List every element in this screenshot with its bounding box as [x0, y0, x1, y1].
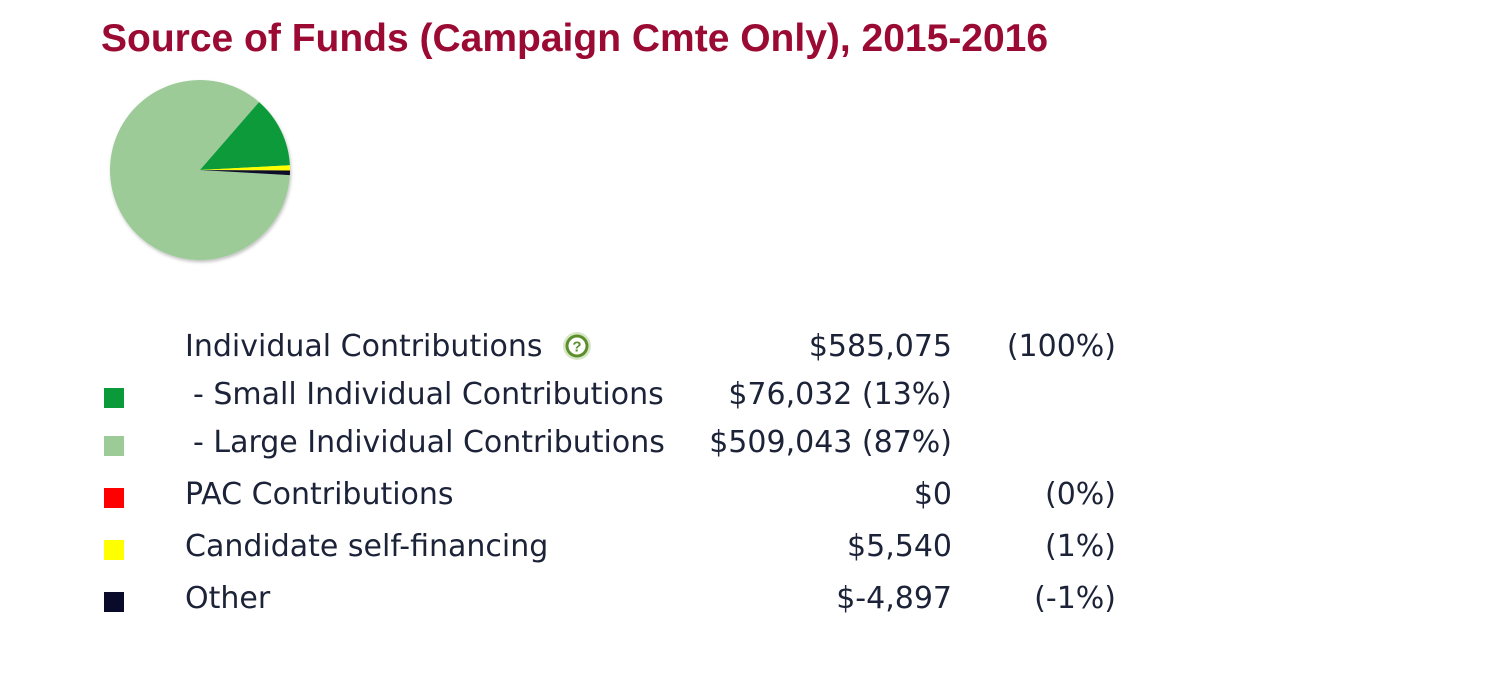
- question-circle-icon[interactable]: ?: [562, 331, 592, 361]
- legend-row-self-financing: Candidate self-financing $5,540 (1%): [0, 527, 1200, 567]
- legend-label: Other: [185, 581, 271, 616]
- legend-row-pac: PAC Contributions $0 (0%): [0, 475, 1200, 515]
- legend-percent: (0%): [1044, 477, 1116, 512]
- legend-row-large-individual: - Large Individual Contributions $509,04…: [0, 423, 1200, 463]
- legend-amount: $5,540: [847, 529, 952, 564]
- pie-slice-candidate-self-financing: [200, 165, 290, 171]
- pie-slice-small-individual-contributions: [200, 102, 290, 170]
- pie-svg: [110, 80, 290, 261]
- legend-percent: (-1%): [1034, 581, 1116, 616]
- legend-row-other: Other $-4,897 (-1%): [0, 579, 1200, 619]
- legend-swatch: [104, 388, 124, 408]
- legend-percent: (100%): [1006, 329, 1116, 364]
- legend-swatch: [104, 592, 124, 612]
- legend-label: Individual Contributions: [185, 329, 543, 364]
- legend-amount: $-4,897: [836, 581, 952, 616]
- pie-slice-other: [200, 170, 290, 176]
- legend-amount: $0: [913, 477, 952, 512]
- legend-amount: $509,043 (87%): [709, 425, 952, 460]
- svg-text:?: ?: [572, 339, 581, 356]
- legend-label: - Large Individual Contributions: [193, 425, 665, 460]
- legend-percent: (1%): [1044, 529, 1116, 564]
- legend-amount: $585,075: [808, 329, 952, 364]
- legend-row-individual: Individual Contributions ? $585,075 (100…: [0, 327, 1200, 367]
- legend-swatch: [104, 436, 124, 456]
- legend-swatch: [104, 540, 124, 560]
- chart-title: Source of Funds (Campaign Cmte Only), 20…: [101, 17, 1049, 60]
- legend-label: PAC Contributions: [185, 477, 454, 512]
- legend-label: Candidate self-financing: [185, 529, 549, 564]
- pie-chart: [104, 76, 300, 272]
- legend-amount: $76,032 (13%): [728, 377, 952, 412]
- legend-label: - Small Individual Contributions: [193, 377, 664, 412]
- legend-swatch: [104, 488, 124, 508]
- pie-slice-large-individual-contributions: [110, 80, 290, 261]
- legend-row-small-individual: - Small Individual Contributions $76,032…: [0, 375, 1200, 415]
